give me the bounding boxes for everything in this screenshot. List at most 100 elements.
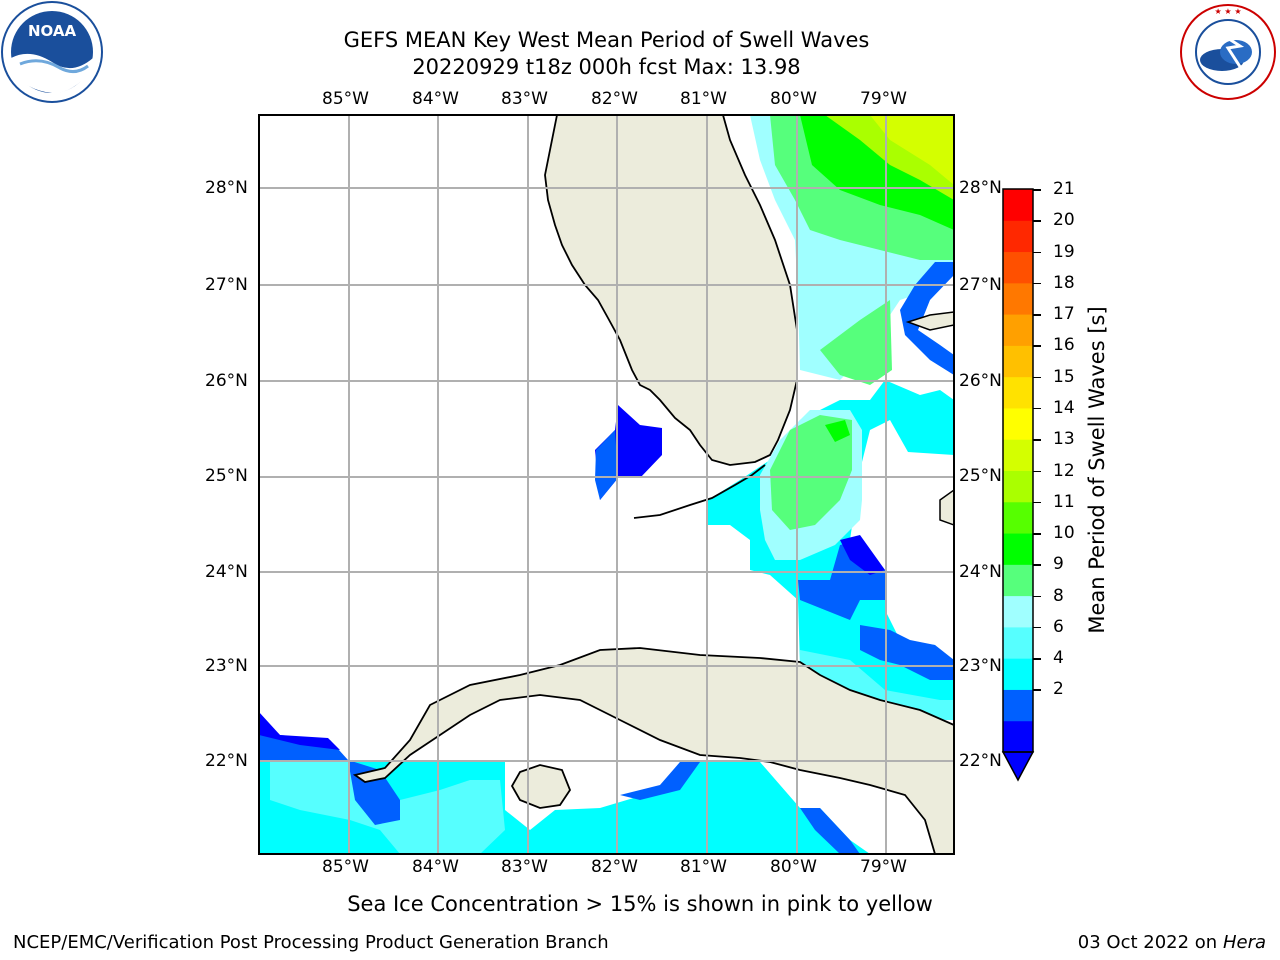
colorbar-tick-label: 14 — [1053, 397, 1075, 418]
grand-bahama — [905, 311, 954, 331]
lat-label-right: 22°N — [959, 751, 1002, 771]
colorbar-tick-mark — [1033, 189, 1041, 191]
colorbar-band — [1003, 439, 1033, 471]
florida-land — [544, 115, 798, 466]
colorbar-band — [1003, 501, 1033, 534]
footer-date-text: 03 Oct 2022 on — [1077, 932, 1223, 953]
colorbar-tick-mark — [1033, 376, 1041, 379]
noaa-logo: NOAA — [1, 1, 103, 103]
contour-se-blue — [800, 808, 860, 854]
lat-label-right: 25°N — [959, 466, 1002, 486]
colorbar-tick-mark — [1033, 533, 1041, 535]
colorbar-band — [1003, 470, 1033, 503]
sea-ice-caption: Sea Ice Concentration > 15% is shown in … — [347, 892, 933, 916]
colorbar-tick-mark — [1033, 220, 1041, 222]
colorbar-band — [1003, 564, 1033, 597]
lat-label-left: 27°N — [205, 275, 248, 295]
contour-straits-green — [770, 415, 852, 530]
colorbar-tick-mark — [1033, 282, 1041, 285]
lon-label-top: 85°W — [322, 89, 369, 109]
colorbar-tick-label: 20 — [1053, 210, 1075, 231]
chart-subtitle: 20220929 t18z 000h fcst Max: 13.98 — [412, 55, 801, 79]
colorbar — [1001, 188, 1035, 782]
footer-date: 03 Oct 2022 on Hera — [1078, 932, 1266, 954]
lat-label-left: 25°N — [205, 466, 248, 486]
lat-label-left: 26°N — [205, 371, 248, 391]
colorbar-tick-mark — [1033, 439, 1041, 441]
contour-west-deepblue — [259, 712, 340, 750]
colorbar-band — [1003, 251, 1033, 284]
colorbar-label-text: Mean Period of Swell Waves [s] — [1085, 306, 1109, 634]
colorbar-tick-mark — [1033, 626, 1041, 629]
map-frame — [258, 114, 955, 855]
colorbar-tick-label: 12 — [1053, 460, 1075, 481]
colorbar-tick-mark — [1033, 251, 1041, 254]
colorbar-band — [1003, 658, 1033, 690]
colorbar-tick-mark — [1033, 470, 1041, 472]
colorbar-tick-label: 2 — [1053, 679, 1064, 700]
lon-label-top: 84°W — [412, 89, 459, 109]
lon-label-top: 82°W — [591, 89, 638, 109]
map-gridlines — [259, 115, 954, 854]
lat-label-left: 24°N — [205, 562, 248, 582]
footer-branch: NCEP/EMC/Verification Post Processing Pr… — [13, 932, 609, 953]
colorbar-band — [1003, 376, 1033, 409]
colorbar-tick-label: 6 — [1053, 616, 1064, 637]
lon-label-bottom: 81°W — [680, 857, 727, 877]
lat-label-right: 27°N — [959, 275, 1002, 295]
colorbar-tick-mark — [1033, 407, 1041, 410]
contour-atlantic-yellowgreen — [870, 115, 954, 185]
lon-label-bottom: 83°W — [501, 857, 548, 877]
colorbar-band — [1003, 595, 1033, 628]
footer-machine: Hera — [1222, 932, 1266, 953]
colorbar-tick-label: 9 — [1053, 554, 1064, 575]
colorbar-band — [1003, 533, 1033, 565]
contour-straits-darkgreen — [825, 420, 850, 442]
isla-juventud — [510, 764, 572, 809]
contour-straits-deepblue — [840, 535, 885, 575]
colorbar-tick-label: 21 — [1053, 179, 1075, 199]
colorbar-band — [1003, 314, 1033, 346]
contour-south-blue — [620, 762, 700, 800]
bahamas-island — [939, 489, 954, 526]
colorbar-tick-mark — [1033, 658, 1041, 660]
colorbar-tick-label: 16 — [1053, 335, 1075, 356]
chart-title: GEFS MEAN Key West Mean Period of Swell … — [343, 28, 870, 52]
nws-logo: ★ ★ ★ — [1180, 4, 1276, 100]
contour-straits-cyan-bottom — [800, 650, 954, 720]
colorbar-tick-mark — [1033, 314, 1041, 316]
lon-label-bottom: 85°W — [322, 857, 369, 877]
colorbar-tick-mark — [1033, 501, 1041, 504]
lon-label-top: 79°W — [860, 89, 907, 109]
colorbar-band — [1003, 220, 1033, 253]
colorbar-tick-mark — [1033, 595, 1041, 598]
lat-label-left: 23°N — [205, 656, 248, 676]
contour-gulf-blue-edge — [595, 430, 618, 500]
colorbar-band — [1003, 720, 1033, 753]
colorbar-tick-label: 19 — [1053, 241, 1075, 262]
colorbar-tick-mark — [1033, 564, 1041, 566]
colorbar-tick-label: 10 — [1053, 523, 1075, 544]
lat-label-left: 28°N — [205, 178, 248, 198]
contour-bahamas-blue — [900, 262, 954, 375]
lat-label-right: 23°N — [959, 656, 1002, 676]
colorbar-tick-label: 13 — [1053, 429, 1075, 450]
colorbar-tick-label: 15 — [1053, 366, 1075, 387]
lon-label-top: 81°W — [680, 89, 727, 109]
colorbar-tick-label: 4 — [1053, 648, 1064, 669]
colorbar-tick-label: 8 — [1053, 585, 1064, 606]
svg-text:★ ★ ★: ★ ★ ★ — [1214, 7, 1241, 16]
lat-label-left: 22°N — [205, 751, 248, 771]
lon-label-top: 80°W — [770, 89, 817, 109]
colorbar-extend-arrow — [1001, 751, 1035, 782]
contour-bahamas-green — [820, 300, 892, 385]
lon-label-bottom: 79°W — [860, 857, 907, 877]
lat-label-right: 24°N — [959, 562, 1002, 582]
colorbar-band — [1003, 282, 1033, 315]
colorbar-tick-label: 17 — [1053, 304, 1075, 325]
colorbar-tick-label: 18 — [1053, 272, 1075, 293]
colorbar-band — [1003, 189, 1033, 221]
lon-label-bottom: 82°W — [591, 857, 638, 877]
cuba-land — [352, 647, 954, 854]
